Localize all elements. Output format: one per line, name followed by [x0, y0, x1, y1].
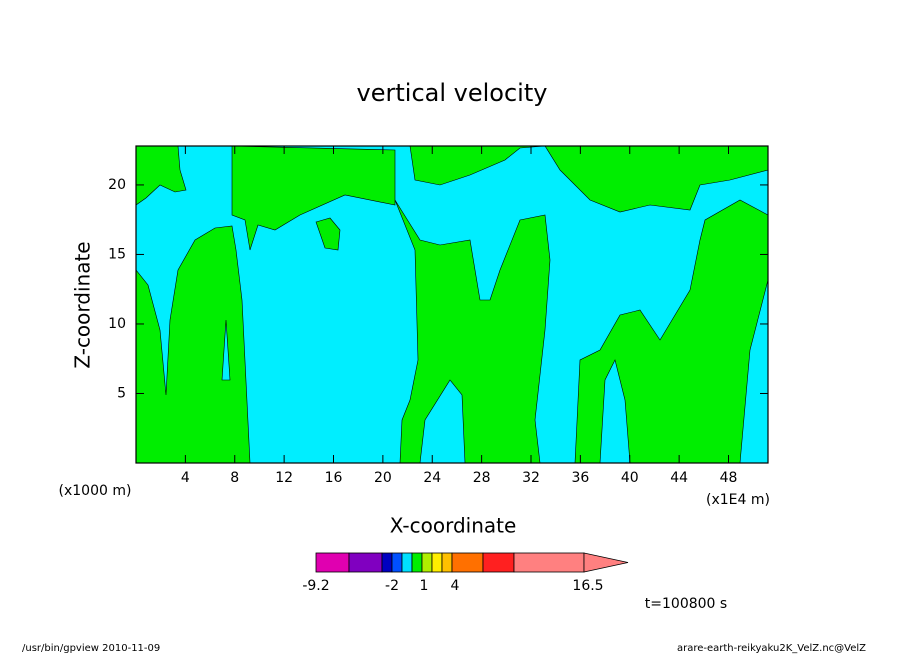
colorbar: -9.2 -2 1 4 16.5 [302, 552, 629, 594]
x-tick-label: 44 [670, 470, 688, 486]
x-tick-label: 24 [423, 470, 441, 486]
contour-region [231, 145, 769, 251]
x-tick-label: 48 [720, 470, 738, 486]
contour-region [135, 225, 251, 464]
colorbar-segment [482, 552, 515, 573]
contour-region [135, 145, 187, 206]
x-tick-label: 20 [374, 470, 392, 486]
chart-title: vertical velocity [357, 79, 548, 107]
colorbar-segment [441, 552, 453, 573]
colorbar-segment [431, 552, 443, 573]
colorbar-segment [381, 552, 393, 573]
colorbar-label: -9.2 [302, 578, 329, 594]
colorbar-label: 1 [420, 578, 429, 594]
x-tick-label: 4 [181, 470, 190, 486]
x-tick-label: 32 [522, 470, 540, 486]
colorbar-label: 16.5 [572, 578, 603, 594]
colorbar-segment [401, 552, 413, 573]
x-tick-label: 36 [571, 470, 589, 486]
contour-region [315, 217, 341, 251]
x-axis-label: X-coordinate [390, 514, 517, 538]
y-tick-label: 10 [108, 316, 126, 332]
x-tick-label: 16 [325, 470, 343, 486]
x-unit: (x1E4 m) [706, 492, 770, 508]
y-tick-label: 5 [117, 385, 126, 401]
y-tick-label: 15 [108, 246, 126, 262]
colorbar-segment [451, 552, 484, 573]
colorbar-segment [421, 552, 433, 573]
colorbar-segment [391, 552, 403, 573]
time-label: t=100800 s [645, 596, 727, 612]
footer-left: /usr/bin/gpview 2010-11-09 [22, 643, 160, 654]
y-axis-label: Z-coordinate [71, 241, 95, 368]
x-tick-label: 12 [275, 470, 293, 486]
footer-right: arare-earth-reikyaku2K_VelZ.nc@VelZ [677, 643, 866, 654]
colorbar-label: -2 [385, 578, 399, 594]
contour-region [221, 319, 231, 381]
contour-region [394, 199, 551, 464]
colorbar-label: 4 [451, 578, 460, 594]
x-tick-label: 8 [230, 470, 239, 486]
x-tick-label: 40 [621, 470, 639, 486]
y-tick-label: 20 [108, 177, 126, 193]
plot-frame [135, 145, 769, 464]
colorbar-segment [348, 552, 383, 573]
y-unit: (x1000 m) [59, 483, 132, 499]
contour-field [135, 145, 769, 464]
x-tick-label: 28 [473, 470, 491, 486]
colorbar-segment [411, 552, 423, 573]
colorbar-segment [513, 552, 585, 573]
colorbar-arrow [583, 552, 629, 573]
colorbar-segment [315, 552, 350, 573]
